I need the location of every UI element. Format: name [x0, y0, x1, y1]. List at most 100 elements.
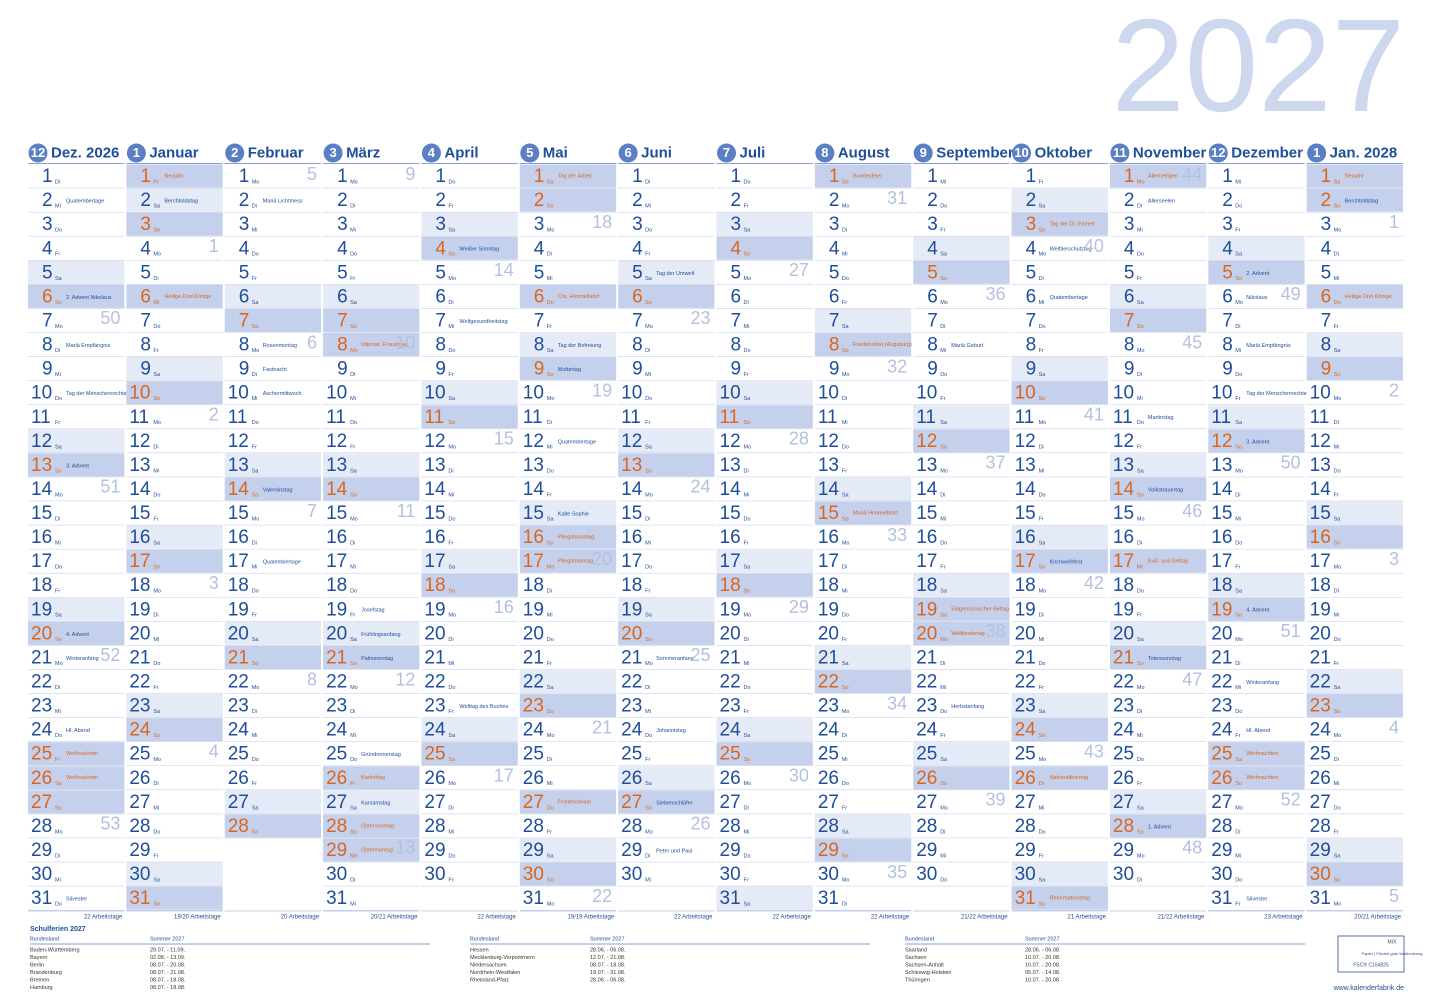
week-number: 37	[986, 453, 1006, 473]
weekday: Mo	[350, 516, 358, 522]
day-number: 14	[129, 479, 151, 500]
weekday: Sa	[940, 757, 948, 763]
day-number: 10	[523, 383, 544, 404]
weekday: Fr	[842, 300, 847, 306]
day-shade-sunday	[913, 429, 1010, 453]
week-number: 16	[494, 597, 514, 617]
workdays: 20/21 Arbeitstage	[371, 915, 418, 921]
day-shade-sunday	[1109, 164, 1207, 188]
day-number: 26	[228, 768, 249, 789]
day-number: 17	[1015, 551, 1036, 572]
weekday: Fr	[153, 348, 158, 354]
day-number: 13	[818, 455, 839, 476]
weekday: Sa	[252, 805, 260, 811]
weekday: Fr	[645, 252, 650, 258]
day-number: 19	[621, 599, 642, 620]
weekday: Fr	[940, 396, 945, 402]
day-number: 20	[1015, 623, 1036, 644]
day-number: 7	[140, 310, 151, 331]
weekday: Di	[547, 252, 552, 258]
note-label: Tag der Befreiung	[558, 343, 601, 349]
day-shade-sunday	[421, 573, 518, 597]
school-cell: Sachsen	[905, 955, 926, 961]
weekday: Mo	[448, 444, 456, 450]
weekday: Sa	[1137, 805, 1145, 811]
weekday: Fr	[1137, 276, 1142, 282]
weekday: So	[448, 252, 455, 258]
day-shade-sunday	[126, 381, 223, 405]
month-badge	[520, 143, 540, 163]
day-number: 13	[228, 455, 249, 476]
day-number: 14	[1113, 479, 1135, 500]
month-number: 5	[526, 145, 533, 160]
day-number: 29	[523, 840, 544, 861]
holiday-label: Neujahr	[164, 173, 183, 179]
day-number: 18	[621, 575, 642, 596]
weekday: Do	[1235, 372, 1242, 378]
month-number: 10	[1014, 145, 1028, 160]
week-number: 1	[209, 236, 219, 256]
day-number: 6	[1222, 286, 1233, 307]
week-number: 10	[395, 332, 415, 352]
weekday: Do	[153, 661, 160, 667]
holiday-label: Internat. Frauentag	[361, 342, 408, 348]
day-number: 22	[31, 672, 52, 693]
day-number: 29	[1015, 840, 1036, 861]
weekday: Fr	[1235, 733, 1240, 739]
month-name: Dezember	[1231, 144, 1303, 161]
holiday-label: Ostersonntag	[361, 823, 394, 829]
weekday: Mi	[350, 565, 356, 571]
day-number: 2	[1026, 190, 1037, 211]
weekday: Di	[252, 709, 257, 715]
weekday: Mi	[1235, 348, 1241, 354]
day-number: 26	[326, 768, 347, 789]
day-number: 23	[129, 696, 150, 717]
weekday: Fr	[153, 685, 158, 691]
weekday: Fr	[1039, 348, 1044, 354]
day-shade-saturday	[1109, 284, 1207, 308]
day-number: 30	[424, 864, 445, 885]
day-shade-sunday	[618, 284, 715, 308]
day-shade-sunday	[519, 790, 617, 814]
day-number: 17	[523, 551, 544, 572]
weekday: So	[448, 420, 455, 426]
day-shade-saturday	[1208, 236, 1305, 260]
weekday: Do	[350, 589, 357, 595]
day-shade-sunday	[1109, 477, 1207, 501]
day-number: 13	[1211, 455, 1232, 476]
weekday: Di	[1137, 709, 1142, 715]
day-number: 7	[927, 310, 938, 331]
workdays: 19/20 Arbeitstage	[174, 915, 221, 921]
note-label: Weißer Sonntag	[459, 247, 499, 253]
day-number: 5	[1124, 262, 1135, 283]
weekday: Mi	[252, 733, 258, 739]
day-shade-sunday	[323, 814, 420, 838]
day-number: 28	[31, 816, 52, 837]
month-number: 12	[1211, 145, 1225, 160]
month-name: Juni	[641, 144, 672, 161]
workdays: 20/21 Arbeitstage	[1354, 915, 1401, 921]
week-number: 40	[1084, 236, 1104, 256]
holiday-label: Weihnachten	[1246, 775, 1278, 781]
day-shade-sunday	[1011, 212, 1108, 236]
day-shade-sunday	[1011, 766, 1108, 790]
day-number: 6	[1321, 286, 1332, 307]
weekday: Mi	[1235, 516, 1241, 522]
note-label: 4. Advent	[1246, 608, 1269, 614]
weekday: Do	[940, 541, 947, 547]
day-number: 16	[424, 527, 445, 548]
day-number: 18	[1113, 575, 1134, 596]
weekday: Mi	[842, 252, 848, 258]
school-cell: Bayern	[30, 955, 47, 961]
day-number: 24	[1310, 720, 1332, 741]
workdays: 22 Arbeitstage	[674, 915, 713, 921]
day-number: 8	[927, 335, 938, 356]
day-shade-saturday	[1109, 790, 1207, 814]
day-number: 1	[829, 166, 840, 187]
weekday: Sa	[252, 468, 260, 474]
day-number: 12	[916, 431, 937, 452]
day-number: 1	[1222, 166, 1233, 187]
weekday: Mo	[744, 276, 752, 282]
weekday: Mo	[1137, 348, 1145, 354]
week-number: 14	[494, 260, 514, 280]
